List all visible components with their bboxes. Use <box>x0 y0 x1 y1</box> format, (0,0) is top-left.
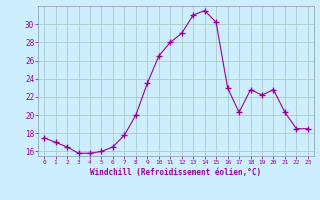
X-axis label: Windchill (Refroidissement éolien,°C): Windchill (Refroidissement éolien,°C) <box>91 168 261 177</box>
